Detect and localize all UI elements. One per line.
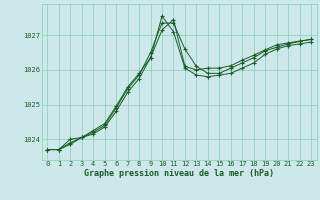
- X-axis label: Graphe pression niveau de la mer (hPa): Graphe pression niveau de la mer (hPa): [84, 169, 274, 178]
